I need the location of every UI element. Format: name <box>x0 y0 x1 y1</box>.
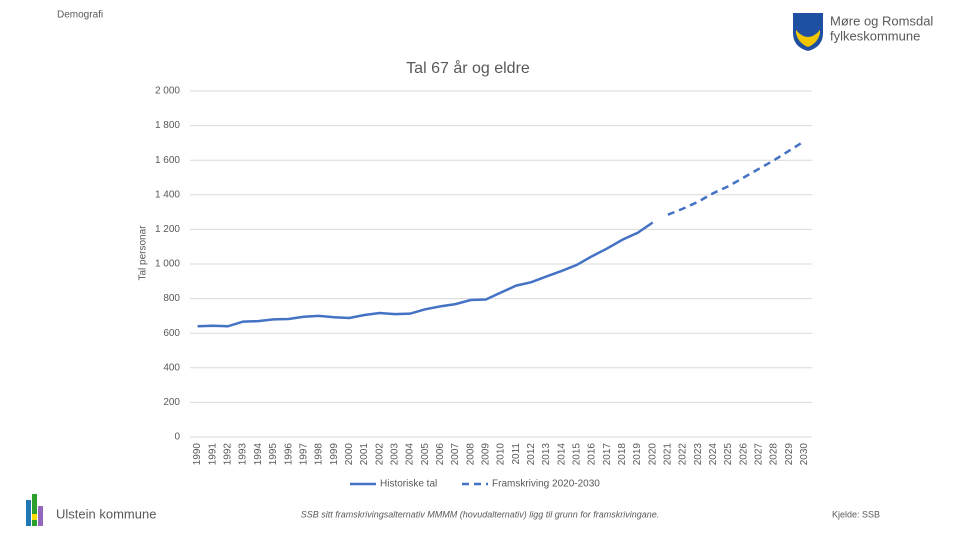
x-tick-label: 2004 <box>405 443 416 466</box>
x-tick-label: 2020 <box>647 443 658 466</box>
x-tick-label: 1996 <box>283 443 294 466</box>
y-tick-label: 800 <box>163 293 180 304</box>
section-label: Demografi <box>57 10 103 21</box>
y-tick-label: 1 000 <box>155 259 180 270</box>
chart-title: Tal 67 år og eldre <box>406 59 530 77</box>
x-tick-label: 2016 <box>587 443 598 466</box>
x-tick-label: 2001 <box>359 443 370 466</box>
y-axis-label: Tal personar <box>138 225 149 281</box>
x-tick-label: 2005 <box>420 443 431 466</box>
source-note: Kjelde: SSB <box>832 509 880 519</box>
x-tick-label: 1998 <box>314 443 325 466</box>
x-tick-label: 1991 <box>207 443 218 466</box>
x-tick-label: 1994 <box>253 443 264 466</box>
legend-label: Framskriving 2020-2030 <box>492 479 600 490</box>
x-tick-label: 2026 <box>738 443 749 466</box>
logo-bar <box>32 514 37 520</box>
x-tick-label: 2018 <box>617 443 628 466</box>
y-tick-label: 0 <box>174 432 180 443</box>
x-tick-label: 2024 <box>708 443 719 466</box>
x-tick-label: 2023 <box>693 443 704 466</box>
x-tick-label: 2025 <box>723 443 734 466</box>
x-tick-label: 1995 <box>268 443 279 466</box>
x-tick-label: 2002 <box>374 443 385 466</box>
y-tick-label: 1 200 <box>155 224 180 235</box>
x-tick-label: 2010 <box>496 443 507 466</box>
x-tick-label: 2028 <box>769 443 780 466</box>
logo-bar <box>32 494 37 526</box>
logo-text: fylkeskommune <box>830 28 920 43</box>
logo-bar <box>38 506 43 526</box>
x-tick-label: 2021 <box>663 443 674 466</box>
x-tick-label: 2011 <box>511 443 522 465</box>
x-tick-label: 2014 <box>556 443 567 466</box>
logo-shield-base <box>796 30 820 47</box>
logo-bar <box>26 500 31 526</box>
legend-label: Historiske tal <box>380 479 437 490</box>
x-tick-label: 2000 <box>344 443 355 466</box>
x-tick-label: 2030 <box>799 443 810 466</box>
county-logo: Møre og Romsdal fylkeskommune <box>793 13 933 51</box>
x-tick-label: 2013 <box>541 443 552 466</box>
y-tick-label: 600 <box>163 328 180 339</box>
x-tick-label: 1999 <box>329 443 340 466</box>
y-tick-label: 400 <box>163 362 180 373</box>
y-tick-label: 1 600 <box>155 155 180 166</box>
x-tick-label: 2029 <box>784 443 795 466</box>
x-tick-label: 2017 <box>602 443 613 466</box>
series-line <box>667 140 806 216</box>
x-tick-label: 2022 <box>678 443 689 466</box>
x-tick-label: 2027 <box>754 443 765 466</box>
footnote: SSB sitt framskrivingsalternativ MMMM (h… <box>301 509 660 519</box>
x-tick-label: 2006 <box>435 443 446 466</box>
y-tick-label: 1 800 <box>155 120 180 131</box>
y-tick-label: 200 <box>163 397 180 408</box>
x-tick-label: 2019 <box>632 443 643 466</box>
x-tick-label: 2003 <box>389 443 400 466</box>
series-line <box>197 221 654 328</box>
x-tick-label: 2007 <box>450 443 461 466</box>
x-tick-label: 1997 <box>298 443 309 466</box>
y-tick-label: 1 400 <box>155 189 180 200</box>
x-tick-label: 1992 <box>223 443 234 466</box>
x-tick-label: 2008 <box>465 443 476 466</box>
ulstein-logo <box>26 494 43 526</box>
y-tick-label: 2 000 <box>155 86 180 97</box>
x-tick-label: 2012 <box>526 443 537 466</box>
municipality-name: Ulstein kommune <box>56 506 156 521</box>
x-tick-label: 1990 <box>192 443 203 466</box>
x-tick-label: 2009 <box>480 443 491 466</box>
logo-text: Møre og Romsdal <box>830 13 933 28</box>
x-tick-label: 1993 <box>238 443 249 466</box>
x-tick-label: 2015 <box>571 443 582 466</box>
